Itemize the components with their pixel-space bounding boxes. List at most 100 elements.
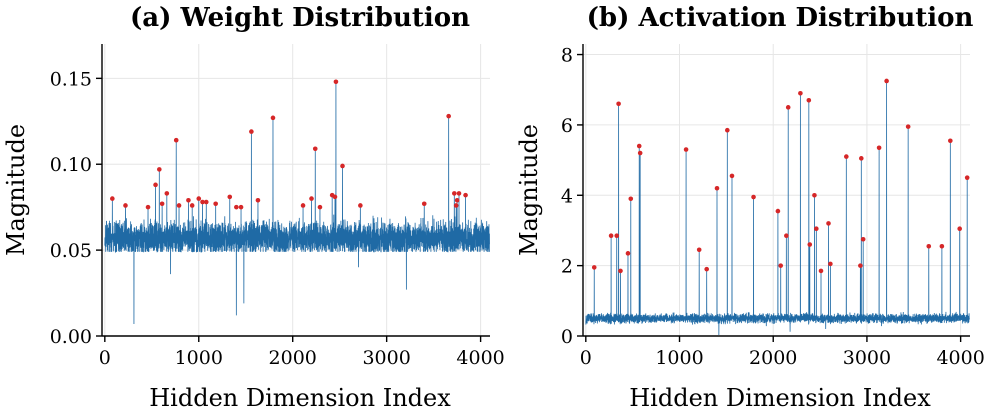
outlier-point bbox=[798, 90, 803, 96]
outlier-point bbox=[176, 203, 182, 208]
outlier-point bbox=[454, 198, 460, 203]
outlier-point bbox=[751, 194, 756, 200]
outlier-point bbox=[213, 201, 218, 207]
outlier-point bbox=[249, 129, 254, 134]
outlier-point bbox=[876, 145, 882, 151]
outlier-point bbox=[238, 204, 244, 210]
activation-chart-title: (b) Activation Distribution bbox=[587, 3, 974, 33]
y-tick-label: 8 bbox=[561, 45, 573, 67]
outlier-point bbox=[153, 182, 158, 188]
outlier-point bbox=[957, 226, 962, 231]
outlier-point bbox=[704, 266, 709, 272]
outlier-point bbox=[453, 203, 459, 208]
activation-outlier-points bbox=[591, 78, 970, 274]
activation-x-axis-label: Hidden Dimension Index bbox=[629, 384, 931, 412]
outlier-point bbox=[227, 194, 233, 200]
outlier-point bbox=[905, 124, 911, 129]
panel-weight-distribution: 0.00 0.05 0.10 0.15 0 1000 2000 3000 4000 (a) W… bbox=[2, 3, 505, 412]
outlier-point bbox=[189, 203, 195, 208]
outlier-point bbox=[300, 203, 306, 208]
outlier-point bbox=[844, 154, 849, 159]
outlier-point bbox=[828, 261, 833, 267]
weight-y-ticks: 0.00 0.05 0.10 0.15 bbox=[50, 68, 102, 348]
outlier-point bbox=[683, 147, 689, 152]
outlier-point bbox=[186, 198, 191, 203]
y-tick-label: 2 bbox=[561, 256, 573, 278]
outlier-point bbox=[203, 199, 209, 205]
y-tick-label: 4 bbox=[561, 185, 573, 207]
outlier-point bbox=[421, 201, 427, 207]
outlier-point bbox=[884, 78, 889, 84]
y-tick-label: 0 bbox=[561, 326, 573, 348]
outlier-point bbox=[628, 196, 634, 202]
outlier-point bbox=[200, 199, 205, 205]
activation-x-ticks: 0 1000 2000 3000 4000 bbox=[580, 336, 985, 369]
x-tick-label: 1000 bbox=[655, 347, 703, 369]
outlier-point bbox=[255, 198, 261, 203]
x-tick-label: 0 bbox=[580, 347, 592, 369]
outlier-point bbox=[696, 247, 702, 253]
outlier-point bbox=[636, 143, 642, 149]
outlier-point bbox=[270, 115, 276, 121]
outlier-point bbox=[312, 146, 318, 152]
outlier-point bbox=[317, 204, 323, 210]
outlier-point bbox=[785, 105, 791, 110]
outlier-point bbox=[110, 196, 115, 201]
outlier-point bbox=[234, 204, 239, 210]
outlier-point bbox=[818, 268, 824, 274]
outlier-point bbox=[812, 192, 817, 198]
outlier-point bbox=[159, 201, 165, 207]
weight-chart-title: (a) Weight Distribution bbox=[130, 3, 470, 33]
outlier-point bbox=[333, 79, 339, 85]
outlier-point bbox=[332, 194, 338, 200]
outlier-point bbox=[456, 191, 462, 196]
x-tick-label: 4000 bbox=[936, 347, 984, 369]
x-tick-label: 2000 bbox=[269, 347, 317, 369]
activation-series-line bbox=[585, 80, 970, 335]
y-tick-label: 0.10 bbox=[50, 154, 92, 176]
activation-y-ticks: 0 2 4 6 8 bbox=[561, 45, 583, 348]
outlier-point bbox=[196, 196, 202, 201]
outlier-point bbox=[948, 138, 953, 144]
outlier-point bbox=[775, 208, 781, 214]
outlier-point bbox=[729, 173, 735, 179]
outlier-point bbox=[145, 204, 151, 210]
x-tick-label: 3000 bbox=[362, 347, 410, 369]
activation-y-axis-label: Magnitude bbox=[515, 124, 543, 256]
outlier-point bbox=[806, 97, 812, 103]
x-tick-label: 4000 bbox=[456, 347, 504, 369]
weight-x-ticks: 0 1000 2000 3000 4000 bbox=[99, 336, 505, 369]
outlier-point bbox=[358, 203, 363, 208]
outlier-point bbox=[452, 191, 457, 196]
outlier-point bbox=[309, 196, 314, 201]
outlier-point bbox=[926, 243, 932, 249]
outlier-point bbox=[826, 221, 831, 226]
weight-x-axis-label: Hidden Dimension Index bbox=[149, 384, 451, 412]
x-tick-label: 1000 bbox=[175, 347, 223, 369]
outlier-point bbox=[173, 137, 179, 143]
outlier-point bbox=[616, 101, 621, 107]
outlier-point bbox=[637, 150, 643, 156]
weight-series-line bbox=[104, 81, 490, 324]
outlier-point bbox=[964, 175, 970, 180]
outlier-point bbox=[625, 251, 631, 256]
outlier-point bbox=[591, 265, 597, 270]
weight-outlier-points bbox=[110, 79, 468, 210]
x-tick-label: 3000 bbox=[843, 347, 891, 369]
weight-gridlines bbox=[102, 44, 490, 337]
weight-y-axis-label: Magnitude bbox=[2, 124, 30, 256]
y-tick-label: 0.15 bbox=[50, 68, 92, 90]
outlier-point bbox=[608, 233, 614, 239]
outlier-point bbox=[859, 156, 864, 161]
y-tick-label: 0.05 bbox=[50, 240, 92, 262]
outlier-point bbox=[807, 242, 813, 247]
outlier-point bbox=[614, 233, 620, 239]
outlier-point bbox=[858, 263, 863, 268]
outlier-point bbox=[784, 233, 789, 239]
outlier-point bbox=[714, 185, 720, 191]
outlier-point bbox=[814, 226, 819, 231]
x-tick-label: 0 bbox=[99, 347, 111, 369]
outlier-point bbox=[446, 113, 451, 119]
panel-activation-distribution: 0 2 4 6 8 0 1000 2000 3000 4000 (b) Activation D… bbox=[515, 3, 985, 412]
